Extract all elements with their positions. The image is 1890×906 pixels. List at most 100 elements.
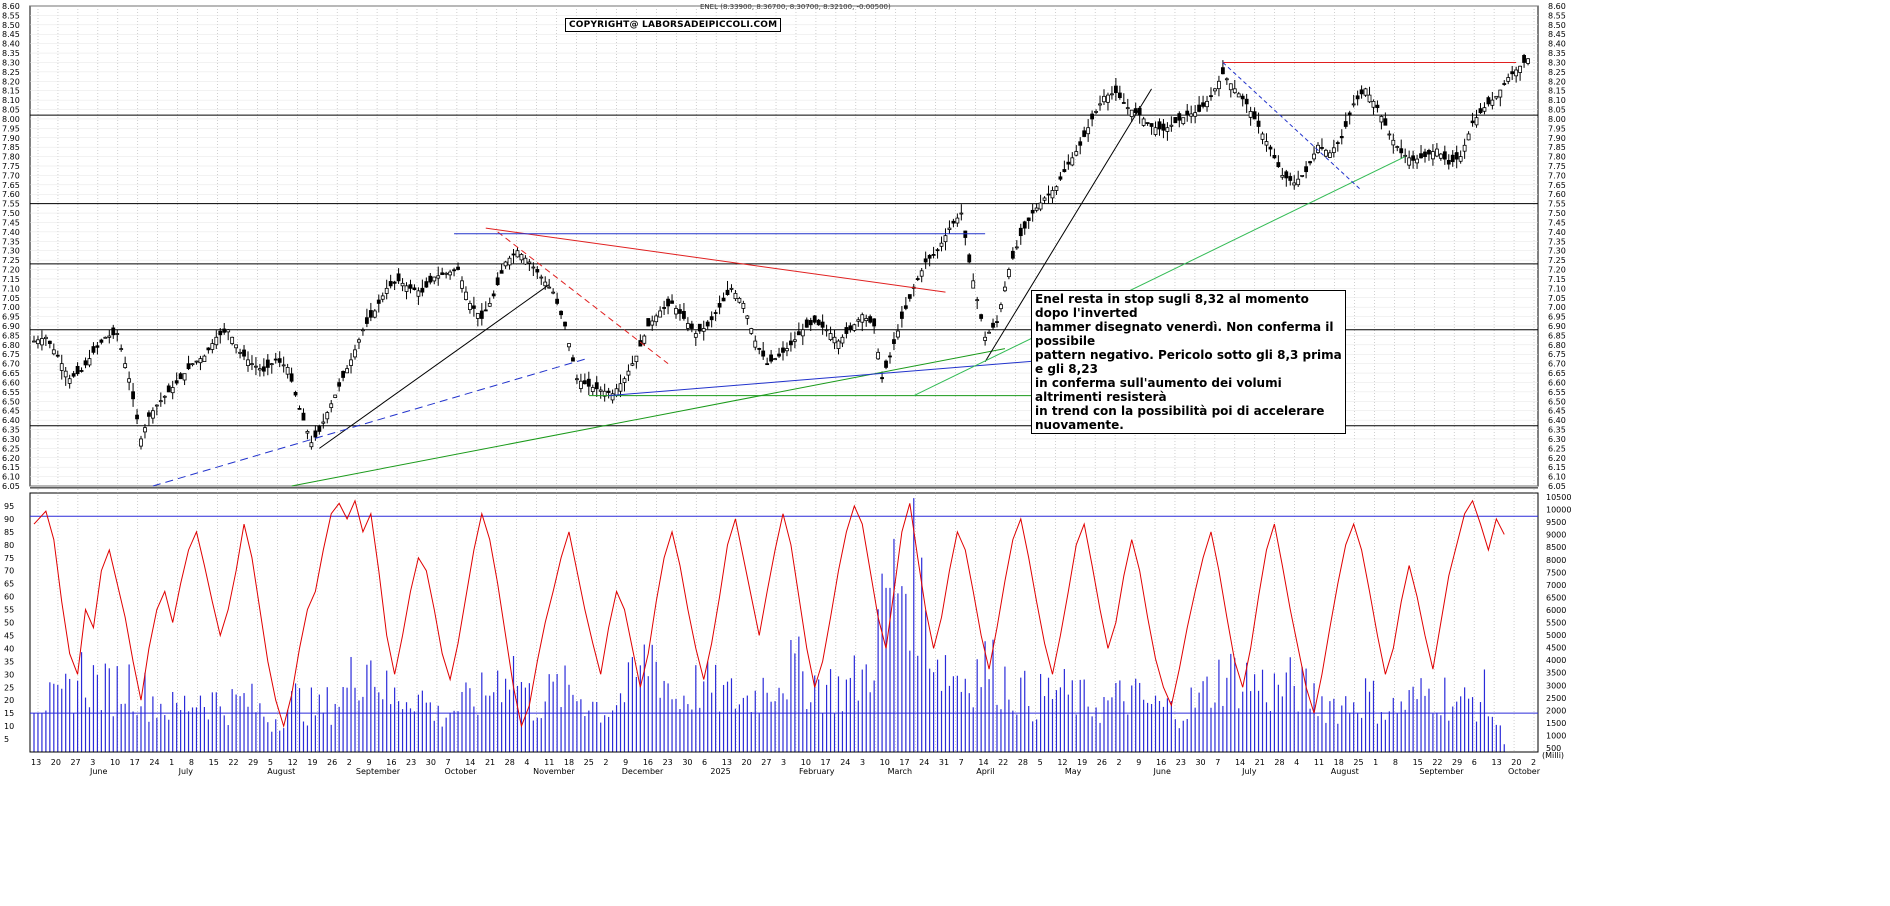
candle-body (919, 270, 924, 277)
day-tick-label: 19 (307, 758, 317, 767)
month-tick-label: July (178, 767, 194, 776)
candle-body (1522, 55, 1526, 63)
candle-body (333, 394, 338, 398)
candle-body (428, 275, 433, 283)
candle-body (321, 421, 326, 424)
price-tick-label-left: 7.20 (2, 266, 20, 275)
candle-body (812, 315, 817, 323)
candle-body (598, 389, 603, 392)
candle-body (452, 269, 456, 272)
candle-body (1407, 157, 1412, 166)
volume-tick-label: 2000 (1546, 706, 1566, 715)
candle-body (194, 360, 199, 363)
red-resistance-line (485, 227, 946, 293)
day-tick-label: 9 (1136, 758, 1141, 767)
day-tick-label: 16 (1156, 758, 1166, 767)
month-tick-label: May (1065, 767, 1082, 776)
candle-body (1193, 112, 1198, 117)
candle-body (400, 282, 405, 287)
volume-tick-label: 6500 (1546, 593, 1566, 602)
day-tick-label: 6 (1472, 758, 1477, 767)
candle-body (206, 347, 211, 351)
candle-body (135, 414, 139, 420)
price-tick-label-left: 6.20 (2, 454, 20, 463)
price-tick-label-left: 6.70 (2, 360, 20, 369)
candle-body (71, 373, 76, 377)
candle-body (432, 276, 437, 282)
candle-body (139, 438, 143, 447)
candle-body (396, 273, 401, 282)
candle-body (1490, 99, 1495, 106)
candle-body (1423, 151, 1427, 157)
day-tick-label: 10 (801, 758, 811, 767)
trendlines (152, 61, 1517, 487)
candle-body (915, 278, 920, 280)
price-tick-label: 6.65 (1548, 369, 1566, 378)
price-tick-label: 8.50 (1548, 21, 1566, 30)
candle-body (230, 336, 235, 344)
candle-body (614, 388, 619, 396)
volume-tick-label: 9000 (1546, 531, 1566, 540)
candle-body (951, 220, 956, 224)
candle-body (773, 358, 777, 361)
candle-body (67, 378, 72, 384)
candle-body (1125, 107, 1130, 110)
price-tick-label-left: 6.15 (2, 463, 20, 472)
candle-body (1367, 94, 1372, 103)
candle-body (1252, 111, 1257, 120)
day-tick-label: 24 (919, 758, 929, 767)
candle-body (1022, 221, 1027, 229)
candle-body (1355, 95, 1360, 100)
day-tick-label: 18 (1334, 758, 1344, 767)
candle-body (1264, 141, 1269, 146)
day-tick-label: 25 (1353, 758, 1363, 767)
day-tick-label: 17 (820, 758, 830, 767)
candle-body (131, 391, 135, 400)
day-tick-label: 6 (702, 758, 707, 767)
candle-body (1062, 169, 1067, 173)
day-tick-label: 8 (1393, 758, 1398, 767)
candle-body (1082, 130, 1087, 137)
candle-body (1014, 246, 1019, 249)
month-tick-label: 2025 (710, 767, 730, 776)
candle-body (1153, 127, 1158, 135)
candle-body (1438, 153, 1443, 159)
candle-body (468, 303, 472, 311)
candle-body (1379, 116, 1384, 123)
volume-tick-label: 8500 (1546, 543, 1566, 552)
volume-tick-label: 7500 (1546, 568, 1566, 577)
volume-tick-label: 7000 (1546, 581, 1566, 590)
price-tick-label-left: 6.80 (2, 341, 20, 350)
candle-body (781, 347, 785, 353)
candle-body (935, 249, 940, 252)
candle-body (487, 303, 492, 307)
candle-body (670, 300, 674, 304)
candle-body (1165, 127, 1170, 132)
candle-body (741, 303, 746, 309)
candle-body (678, 309, 682, 314)
price-tick-label-left: 6.10 (2, 473, 20, 482)
candle-body (1478, 108, 1483, 114)
day-tick-label: 7 (1215, 758, 1220, 767)
candle-body (368, 310, 373, 318)
day-tick-label: 20 (51, 758, 61, 767)
candle-body (218, 330, 223, 336)
month-tick-label: August (1331, 767, 1359, 776)
candle-body (622, 378, 627, 383)
month-tick-label: March (888, 767, 912, 776)
price-tick-label-left: 6.50 (2, 397, 20, 406)
osc-tick-label: 95 (4, 502, 14, 511)
candle-body (1129, 109, 1134, 117)
day-tick-label: 2 (347, 758, 352, 767)
candle-body (257, 368, 262, 371)
candle-body (1050, 190, 1055, 199)
candle-body (448, 271, 453, 276)
candle-body (1427, 149, 1431, 155)
candle-body (186, 363, 191, 370)
candle-body (551, 291, 556, 294)
candle-body (349, 359, 353, 366)
candle-body (1375, 104, 1380, 109)
volume-tick-label: 4000 (1546, 656, 1566, 665)
price-tick-label: 7.65 (1548, 181, 1566, 190)
price-tick-label-left: 8.60 (2, 2, 20, 11)
